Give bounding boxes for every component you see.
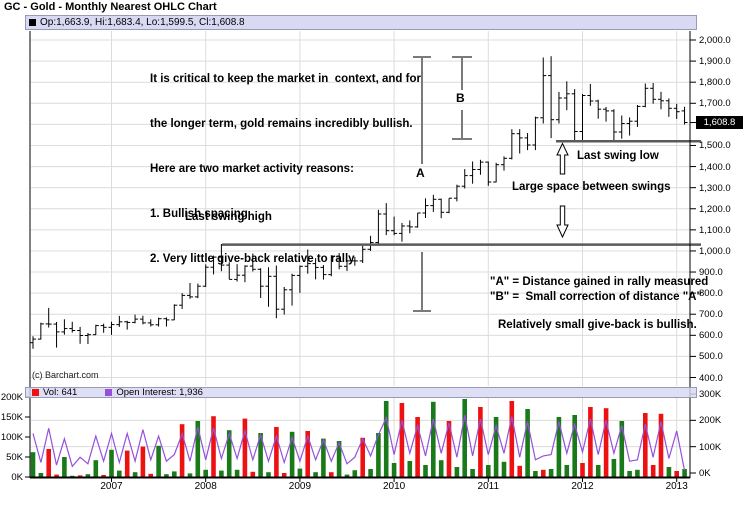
volume-axis-left-label: 200K <box>0 392 23 403</box>
price-axis-label: 600.0 <box>699 330 723 342</box>
quote-marker-icon <box>29 19 36 26</box>
defn-b-label: "B" = Small correction of distance "A" <box>490 291 702 303</box>
year-axis-label: 2009 <box>288 481 312 492</box>
price-axis-label: 900.0 <box>699 267 723 279</box>
volume-axis-right-label: 200K <box>699 415 722 427</box>
last-swing-high-label: Last swing high <box>185 211 272 223</box>
price-axis-label: 1,500.0 <box>699 140 731 152</box>
price-axis-label: 1,800.0 <box>699 77 731 89</box>
measure-a-label: A <box>416 166 425 180</box>
volume-axis-right-label: 0K <box>699 468 711 479</box>
quote-text: Op:1,663.9, Hi:1,683.4, Lo:1,599.5, Cl:1… <box>40 17 245 28</box>
context-annotation: It is critical to keep the market in con… <box>150 42 421 297</box>
price-axis-label: 1,900.0 <box>699 56 731 68</box>
copyright-label: (c) Barchart.com <box>32 370 99 380</box>
year-axis-label: 2011 <box>477 481 500 492</box>
volume-axis-right-label: 100K <box>699 441 722 453</box>
price-axis-label: 500.0 <box>699 351 723 363</box>
volume-axis-left-label: 100K <box>0 432 23 443</box>
measure-b-label: B <box>456 91 465 105</box>
volume-axis-right-label: 300K <box>699 389 722 400</box>
volume-legend-icon <box>32 389 39 396</box>
year-axis-label: 2010 <box>382 481 406 492</box>
price-axis-label: 1,000.0 <box>699 245 731 257</box>
last-swing-low-label: Last swing low <box>577 150 659 162</box>
context-line: Here are two market activity reasons: <box>150 163 354 175</box>
year-axis-label: 2013 <box>665 481 688 492</box>
context-line: the longer term, gold remains incredibly… <box>150 118 413 130</box>
large-space-label: Large space between swings <box>512 181 671 193</box>
context-line: It is critical to keep the market in con… <box>150 73 421 85</box>
defn-a-label: "A" = Distance gained in rally measured <box>490 276 709 288</box>
year-axis-label: 2007 <box>100 481 123 492</box>
price-axis-label: 1,400.0 <box>699 161 731 173</box>
open-interest-legend-icon <box>105 389 113 396</box>
context-line: 1. Bullish spacing <box>150 208 248 220</box>
price-axis-label: 1,300.0 <box>699 182 731 194</box>
price-axis-label: 2,000.0 <box>699 35 731 46</box>
context-line: 2. Very little give-back relative to ral… <box>150 253 355 265</box>
volume-axis-left-label: 50K <box>6 452 23 463</box>
year-axis-label: 2012 <box>571 481 594 492</box>
price-axis-label: 800.0 <box>699 288 723 300</box>
price-axis-label: 1,200.0 <box>699 203 731 215</box>
volume-legend-bar: Vol: 641 Open Interest: 1,936 <box>25 387 697 398</box>
price-axis-label: 1,700.0 <box>699 98 731 110</box>
bullish-note-label: Relatively small give-back is bullish. <box>498 319 697 331</box>
volume-axis-left-label: 150K <box>0 412 23 423</box>
price-axis-label: 1,100.0 <box>699 224 731 236</box>
open-interest-legend-label: Open Interest: 1,936 <box>116 387 203 398</box>
price-axis-label: 400.0 <box>699 372 723 384</box>
page-title: GC - Gold - Monthly Nearest OHLC Chart <box>4 1 217 13</box>
current-price-badge: 1,608.8 <box>696 116 743 129</box>
quote-bar: Op:1,663.9, Hi:1,683.4, Lo:1,599.5, Cl:1… <box>25 15 697 30</box>
volume-legend-label: Vol: 641 <box>43 387 78 398</box>
volume-axis-left-label: 0K <box>11 472 23 483</box>
year-axis-label: 2008 <box>194 481 217 492</box>
price-axis-label: 700.0 <box>699 309 723 321</box>
